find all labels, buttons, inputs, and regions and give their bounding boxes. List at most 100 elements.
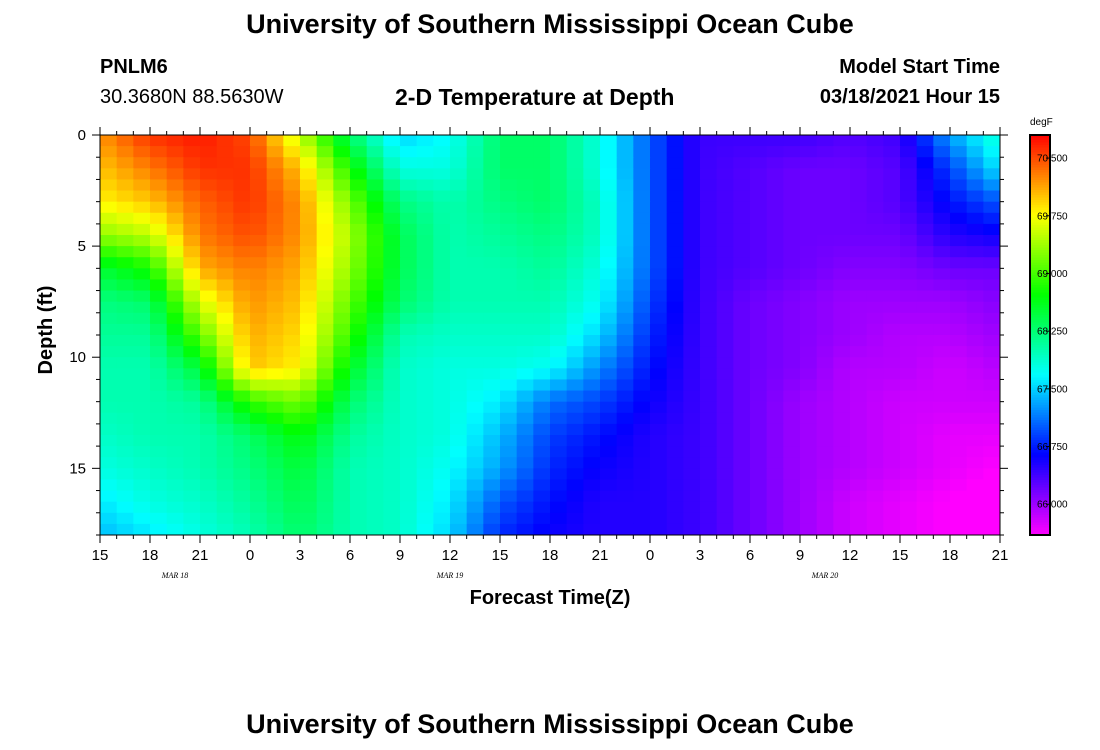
- heatmap-cell: [483, 457, 501, 469]
- heatmap-cell: [233, 223, 251, 236]
- heatmap-cell: [866, 312, 884, 325]
- heatmap-cell: [466, 379, 484, 392]
- heatmap-cell: [416, 246, 434, 258]
- heatmap-cell: [433, 435, 451, 447]
- heatmap-cell: [300, 301, 318, 314]
- heatmap-cell: [750, 290, 768, 303]
- heatmap-cell: [833, 501, 851, 514]
- heatmap-cell: [833, 179, 851, 192]
- heatmap-cell: [866, 423, 884, 436]
- heatmap-cell: [333, 323, 351, 336]
- heatmap-cell: [316, 346, 334, 358]
- heatmap-cell: [100, 501, 118, 514]
- heatmap-cell: [466, 457, 484, 469]
- heatmap-cell: [716, 312, 734, 325]
- heatmap-cell: [966, 446, 984, 458]
- heatmap-cell: [716, 279, 734, 292]
- heatmap-cell: [716, 457, 734, 469]
- heatmap-cell: [466, 412, 484, 425]
- heatmap-cell: [750, 390, 768, 403]
- heatmap-cell: [916, 179, 934, 192]
- heatmap-cell: [883, 323, 901, 336]
- heatmap-cell: [400, 501, 418, 514]
- heatmap-cell: [500, 235, 518, 247]
- heatmap-cell: [166, 312, 184, 325]
- heatmap-cell: [900, 346, 918, 358]
- colorbar-segment: [1030, 480, 1050, 484]
- heatmap-cell: [500, 279, 518, 292]
- heatmap-cell: [616, 501, 634, 514]
- x-tick-label: 18: [942, 547, 959, 564]
- heatmap-cell: [666, 423, 684, 436]
- colorbar-segment: [1030, 492, 1050, 496]
- heatmap-cell: [816, 212, 834, 225]
- heatmap-cell: [500, 468, 518, 481]
- heatmap-cell: [116, 146, 134, 158]
- heatmap-cell: [216, 179, 234, 192]
- heatmap-cell: [316, 257, 334, 269]
- model-start-label: Model Start Time: [839, 56, 1000, 78]
- heatmap-cell: [816, 179, 834, 192]
- heatmap-cell: [116, 346, 134, 358]
- heatmap-cell: [166, 157, 184, 169]
- heatmap-cell: [800, 490, 818, 503]
- heatmap-cell: [300, 312, 318, 325]
- heatmap-cell: [333, 246, 351, 258]
- heatmap-cell: [216, 335, 234, 347]
- heatmap-cell: [500, 246, 518, 258]
- heatmap-cell: [266, 412, 284, 425]
- heatmap-cell: [933, 246, 951, 258]
- colorbar-segment: [1030, 360, 1050, 364]
- x-tick-label: 0: [246, 547, 254, 564]
- heatmap-cell: [133, 212, 151, 225]
- heatmap-cell: [333, 257, 351, 269]
- heatmap-cell: [483, 168, 501, 181]
- heatmap-cell: [833, 523, 851, 535]
- heatmap-cell: [933, 368, 951, 381]
- heatmap-cell: [116, 490, 134, 503]
- heatmap-cell: [500, 135, 518, 147]
- heatmap-cell: [733, 435, 751, 447]
- heatmap-cell: [333, 512, 351, 525]
- heatmap-cell: [200, 168, 218, 181]
- heatmap-cell: [816, 301, 834, 314]
- heatmap-cell: [766, 390, 784, 403]
- heatmap-cell: [833, 323, 851, 336]
- heatmap-cell: [400, 301, 418, 314]
- heatmap-cell: [916, 257, 934, 269]
- heatmap-cell: [466, 479, 484, 492]
- heatmap-cell: [300, 212, 318, 225]
- heatmap-cell: [666, 335, 684, 347]
- heatmap-cell: [283, 168, 301, 181]
- x-tick-label: 15: [492, 547, 509, 564]
- heatmap-cell: [450, 179, 468, 192]
- heatmap-cell: [233, 146, 251, 158]
- heatmap-cell: [416, 179, 434, 192]
- heatmap-cell: [683, 357, 701, 369]
- heatmap-cell: [216, 279, 234, 292]
- heatmap-cell: [766, 201, 784, 214]
- heatmap-cell: [516, 446, 534, 458]
- heatmap-cell: [133, 357, 151, 369]
- heatmap-cell: [883, 246, 901, 258]
- heatmap-cell: [666, 223, 684, 236]
- heatmap-cell: [133, 446, 151, 458]
- heatmap-cell: [383, 368, 401, 381]
- heatmap-cell: [166, 246, 184, 258]
- heatmap-cell: [583, 435, 601, 447]
- heatmap-cell: [666, 401, 684, 414]
- heatmap-cell: [483, 479, 501, 492]
- heatmap-cell: [150, 512, 168, 525]
- heatmap-cell: [933, 379, 951, 392]
- heatmap-cell: [683, 346, 701, 358]
- heatmap-cell: [400, 368, 418, 381]
- heatmap-cell: [233, 312, 251, 325]
- heatmap-cell: [866, 357, 884, 369]
- heatmap-cell: [350, 157, 368, 169]
- heatmap-cell: [100, 512, 118, 525]
- heatmap-cell: [500, 257, 518, 269]
- heatmap-cell: [916, 323, 934, 336]
- colorbar-segment: [1030, 320, 1050, 324]
- heatmap-cell: [800, 190, 818, 203]
- heatmap-cell: [533, 290, 551, 303]
